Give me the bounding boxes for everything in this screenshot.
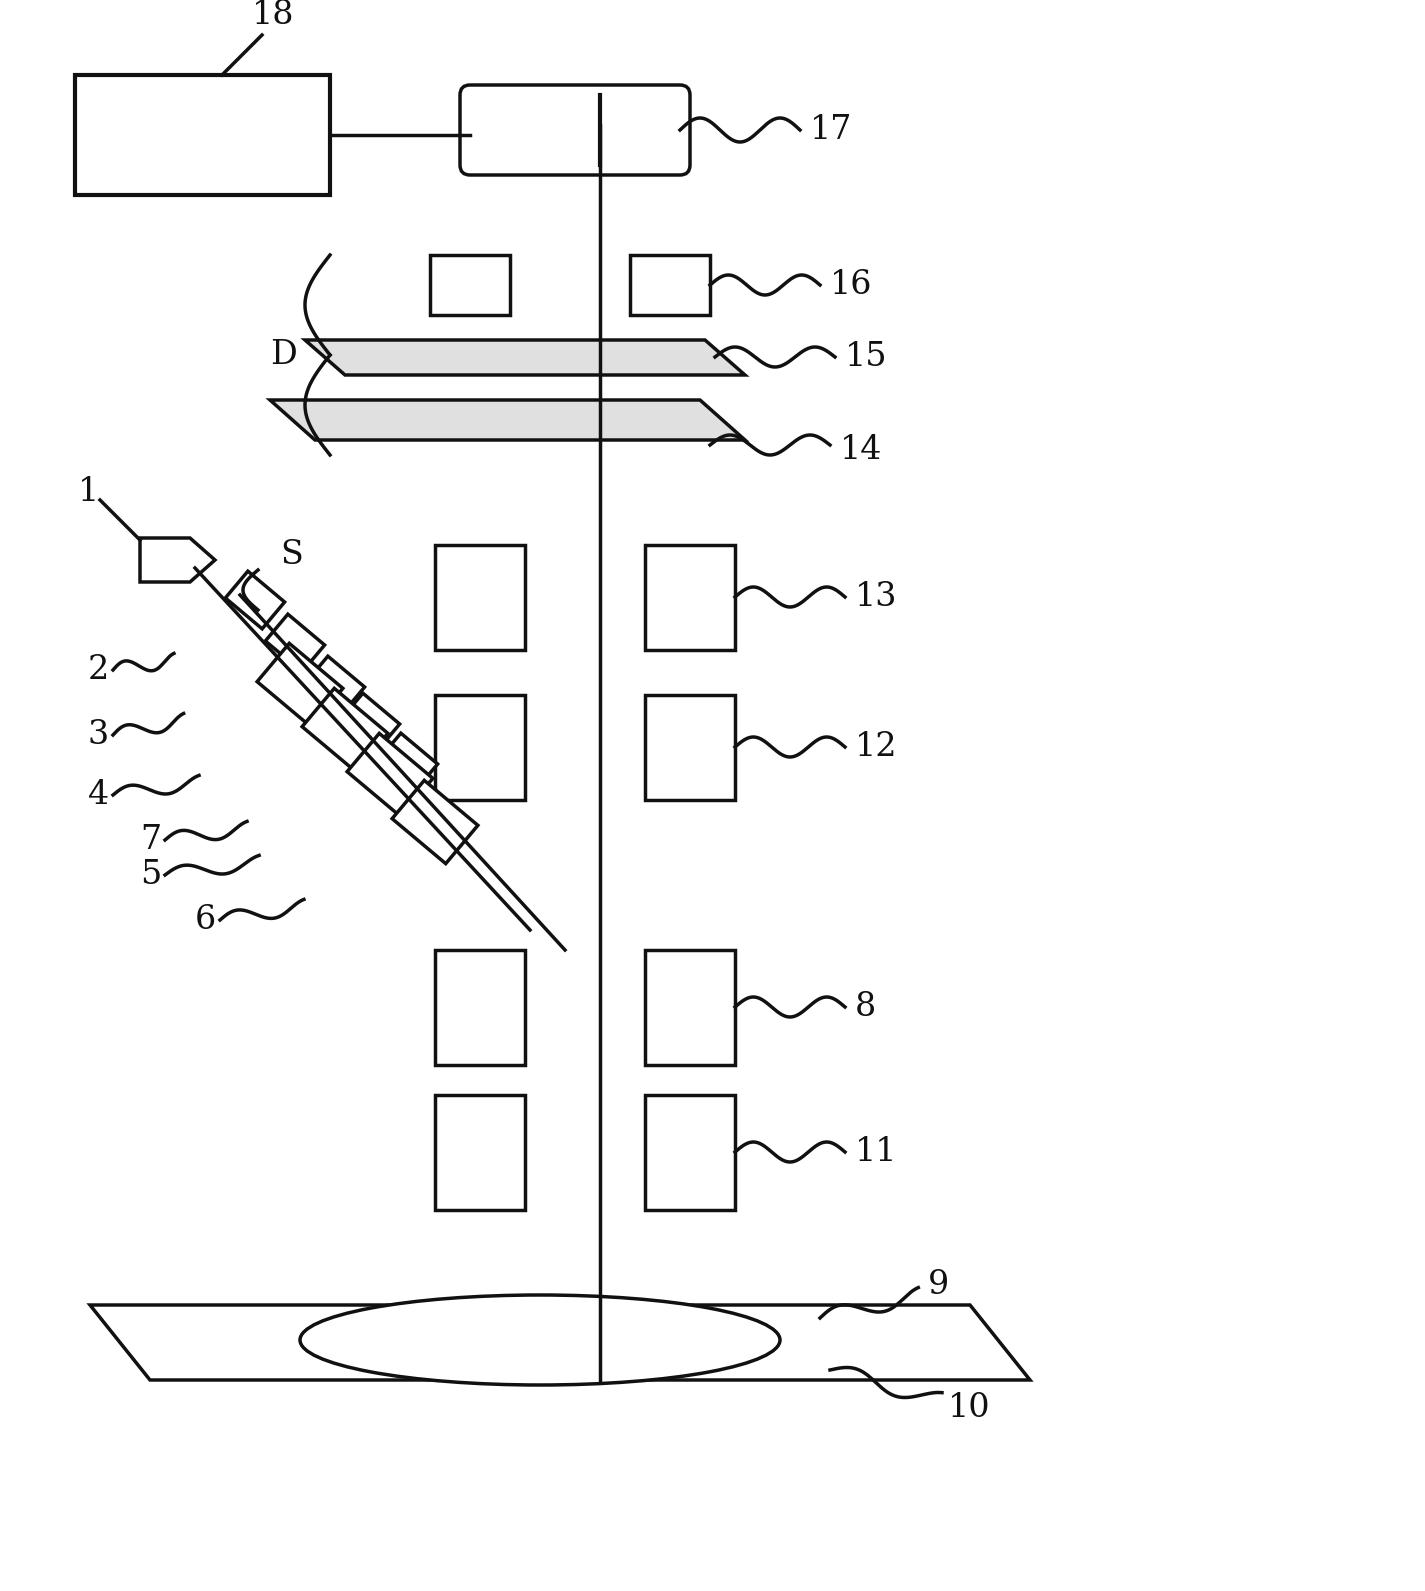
Polygon shape xyxy=(225,571,285,628)
Bar xyxy=(76,75,331,196)
FancyBboxPatch shape xyxy=(460,84,690,175)
Text: 4: 4 xyxy=(88,780,110,811)
Polygon shape xyxy=(302,689,388,772)
Text: 15: 15 xyxy=(845,340,888,372)
Polygon shape xyxy=(392,780,477,864)
Text: S: S xyxy=(279,539,304,571)
Text: 7: 7 xyxy=(140,824,161,856)
Bar xyxy=(435,695,524,800)
Text: 12: 12 xyxy=(855,730,898,764)
Bar xyxy=(646,1095,735,1211)
Text: 14: 14 xyxy=(839,434,882,466)
Polygon shape xyxy=(305,655,365,714)
Text: 9: 9 xyxy=(928,1270,949,1301)
Text: 13: 13 xyxy=(855,581,898,613)
Polygon shape xyxy=(265,614,325,671)
Bar xyxy=(435,1095,524,1211)
Polygon shape xyxy=(269,399,745,441)
Text: D: D xyxy=(269,339,296,371)
Polygon shape xyxy=(379,733,437,791)
Text: 8: 8 xyxy=(855,991,876,1023)
Polygon shape xyxy=(305,340,745,375)
Text: 5: 5 xyxy=(140,859,161,891)
Bar xyxy=(435,546,524,651)
Bar xyxy=(430,255,510,315)
Polygon shape xyxy=(348,733,433,816)
Text: 11: 11 xyxy=(855,1136,898,1168)
Text: 16: 16 xyxy=(829,269,872,301)
Bar xyxy=(646,546,735,651)
Text: 10: 10 xyxy=(948,1392,990,1424)
Text: 2: 2 xyxy=(88,654,110,686)
Text: 6: 6 xyxy=(195,904,217,936)
Text: 3: 3 xyxy=(88,719,110,751)
Polygon shape xyxy=(256,643,343,727)
Bar xyxy=(630,255,710,315)
Ellipse shape xyxy=(301,1295,779,1386)
Text: 1: 1 xyxy=(78,476,100,508)
Bar xyxy=(646,695,735,800)
Bar xyxy=(646,950,735,1064)
Polygon shape xyxy=(341,694,399,751)
Text: 18: 18 xyxy=(252,0,295,30)
Text: 17: 17 xyxy=(809,115,852,146)
Bar xyxy=(435,950,524,1064)
